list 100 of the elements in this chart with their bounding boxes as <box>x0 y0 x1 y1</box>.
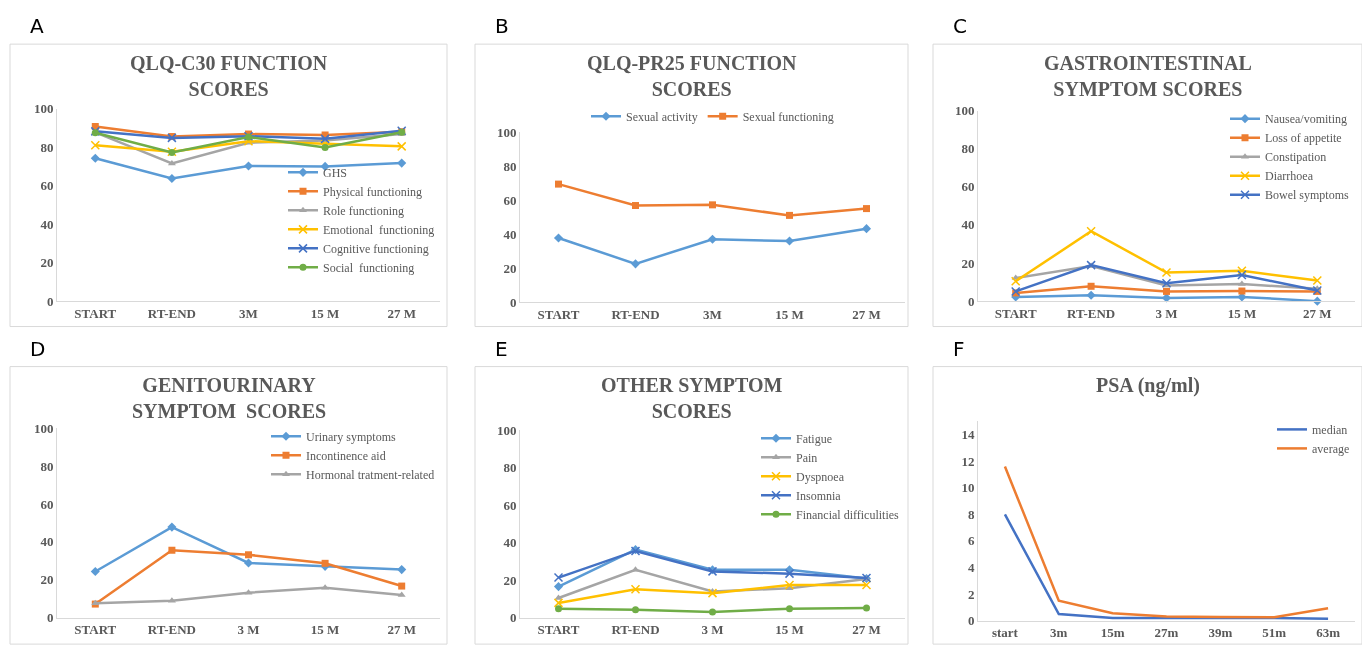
x-tick-label: 15 M <box>310 305 340 321</box>
x-tick-label: RT-END <box>147 305 196 321</box>
y-tick-label: 100 <box>33 420 54 436</box>
y-tick-label: 40 <box>961 217 975 233</box>
y-tick-label: 0 <box>509 610 517 626</box>
chart-title: GENITOURINARY SYMPTOM SCORES <box>132 374 327 422</box>
y-tick-label: 0 <box>967 613 975 629</box>
y-tick-label: 10 <box>961 480 975 496</box>
y-tick-label: 100 <box>33 101 54 117</box>
legend-label: Pain <box>796 450 818 465</box>
legend-label: Financial difficulities <box>796 507 900 522</box>
legend-label: Diarrhoea <box>1265 169 1314 184</box>
legend-label: Fatigue <box>796 431 832 446</box>
legend-label: Bowel symptoms <box>1265 188 1349 203</box>
legend-label: Emotional functioning <box>323 223 435 238</box>
legend-label: Social functioning <box>323 261 415 276</box>
x-tick-label: 27 M <box>852 622 881 638</box>
y-tick-label: 0 <box>46 293 54 309</box>
y-tick-label: 60 <box>503 497 517 513</box>
legend-label: Physical functioning <box>323 185 422 200</box>
y-tick-label: 100 <box>954 103 975 119</box>
y-tick-label: 12 <box>961 453 975 469</box>
x-tick-label: START <box>537 306 580 322</box>
y-tick-label: 60 <box>40 496 54 512</box>
x-tick-label: 15 M <box>1227 305 1257 321</box>
y-tick-label: 100 <box>496 124 517 140</box>
x-tick-label: START <box>74 622 117 638</box>
legend-label: average <box>1312 442 1350 457</box>
x-tick-label: 15 M <box>775 622 804 638</box>
x-tick-label: start <box>991 625 1019 641</box>
y-tick-label: 100 <box>496 422 517 438</box>
legend-label: Dyspnoea <box>796 469 845 484</box>
text: F <box>953 337 965 361</box>
y-tick-label: 40 <box>40 534 54 550</box>
text: A <box>30 14 44 38</box>
x-tick-label: 3 M <box>701 622 724 638</box>
y-tick-label: 40 <box>503 535 517 551</box>
y-tick-label: 80 <box>961 141 975 157</box>
legend-label: Role functioning <box>323 204 404 219</box>
y-tick-label: 20 <box>40 255 54 271</box>
legend-label: Sexual functioning <box>742 109 834 124</box>
x-tick-label: 39m <box>1208 625 1233 641</box>
y-tick-label: 60 <box>40 178 54 194</box>
y-tick-label: 40 <box>503 226 517 242</box>
x-tick-label: 3 M <box>237 622 260 638</box>
y-tick-label: 20 <box>40 572 54 588</box>
x-tick-label: 3 M <box>1155 305 1178 321</box>
legend-label: Constipation <box>1265 150 1327 165</box>
chart-title: GASTROINTESTINAL SYMPTOM SCORES <box>1044 52 1252 100</box>
x-tick-label: 3M <box>703 306 722 322</box>
y-tick-label: 6 <box>967 533 975 549</box>
y-tick-label: 40 <box>40 216 54 232</box>
chart-title: PSA (ng/ml) <box>1096 374 1200 397</box>
y-tick-label: 4 <box>967 560 975 576</box>
y-tick-label: 8 <box>967 506 975 522</box>
x-tick-label: RT-END <box>611 622 660 638</box>
x-tick-label: 27 M <box>852 306 881 322</box>
x-tick-label: 51m <box>1262 625 1287 641</box>
x-tick-label: 27 M <box>1303 305 1332 321</box>
chart-title: QLQ-C30 FUNCTION SCORES <box>130 52 328 100</box>
y-tick-label: 20 <box>961 255 975 271</box>
x-tick-label: START <box>537 622 580 638</box>
y-tick-label: 80 <box>503 460 517 476</box>
text: B <box>495 14 509 38</box>
chart-title: OTHER SYMPTOM SCORES <box>601 374 783 422</box>
y-tick-label: 2 <box>967 586 975 602</box>
y-tick-label: 0 <box>509 294 517 310</box>
x-tick-label: RT-END <box>611 306 660 322</box>
x-tick-label: 3M <box>239 305 258 321</box>
x-tick-label: START <box>74 305 117 321</box>
chart-title: QLQ-PR25 FUNCTION SCORES <box>587 52 797 100</box>
y-tick-label: 20 <box>503 572 517 588</box>
y-tick-label: 20 <box>503 260 517 276</box>
text: C <box>953 14 967 38</box>
y-tick-label: 60 <box>503 192 517 208</box>
legend-label: Sexual activity <box>626 109 698 124</box>
legend-label: Incontinence aid <box>306 448 386 463</box>
y-tick-label: 14 <box>961 427 975 443</box>
legend-label: Hormonal tratment-related <box>306 467 435 482</box>
x-tick-label: RT-END <box>1067 305 1116 321</box>
legend-label: Cognitive functioning <box>323 242 429 257</box>
x-tick-label: 15 M <box>775 306 804 322</box>
text: E <box>495 337 508 361</box>
x-tick-label: 3m <box>1050 625 1068 641</box>
legend-label: Loss of appetite <box>1265 131 1342 146</box>
x-tick-label: 63m <box>1316 625 1341 641</box>
text: D <box>30 337 46 361</box>
x-tick-label: 27m <box>1154 625 1179 641</box>
legend-label: Insomnia <box>796 488 842 503</box>
x-tick-label: 15m <box>1100 625 1125 641</box>
y-tick-label: 80 <box>40 458 54 474</box>
x-tick-label: RT-END <box>147 622 196 638</box>
legend-label: Urinary symptoms <box>306 429 396 444</box>
y-tick-label: 0 <box>967 293 975 309</box>
x-tick-label: START <box>994 305 1037 321</box>
x-tick-label: 15 M <box>310 622 340 638</box>
legend-label: GHS <box>323 166 348 181</box>
y-tick-label: 0 <box>46 610 54 626</box>
legend-label: Nausea/vomiting <box>1265 112 1347 127</box>
x-tick-label: 27 M <box>387 622 416 638</box>
